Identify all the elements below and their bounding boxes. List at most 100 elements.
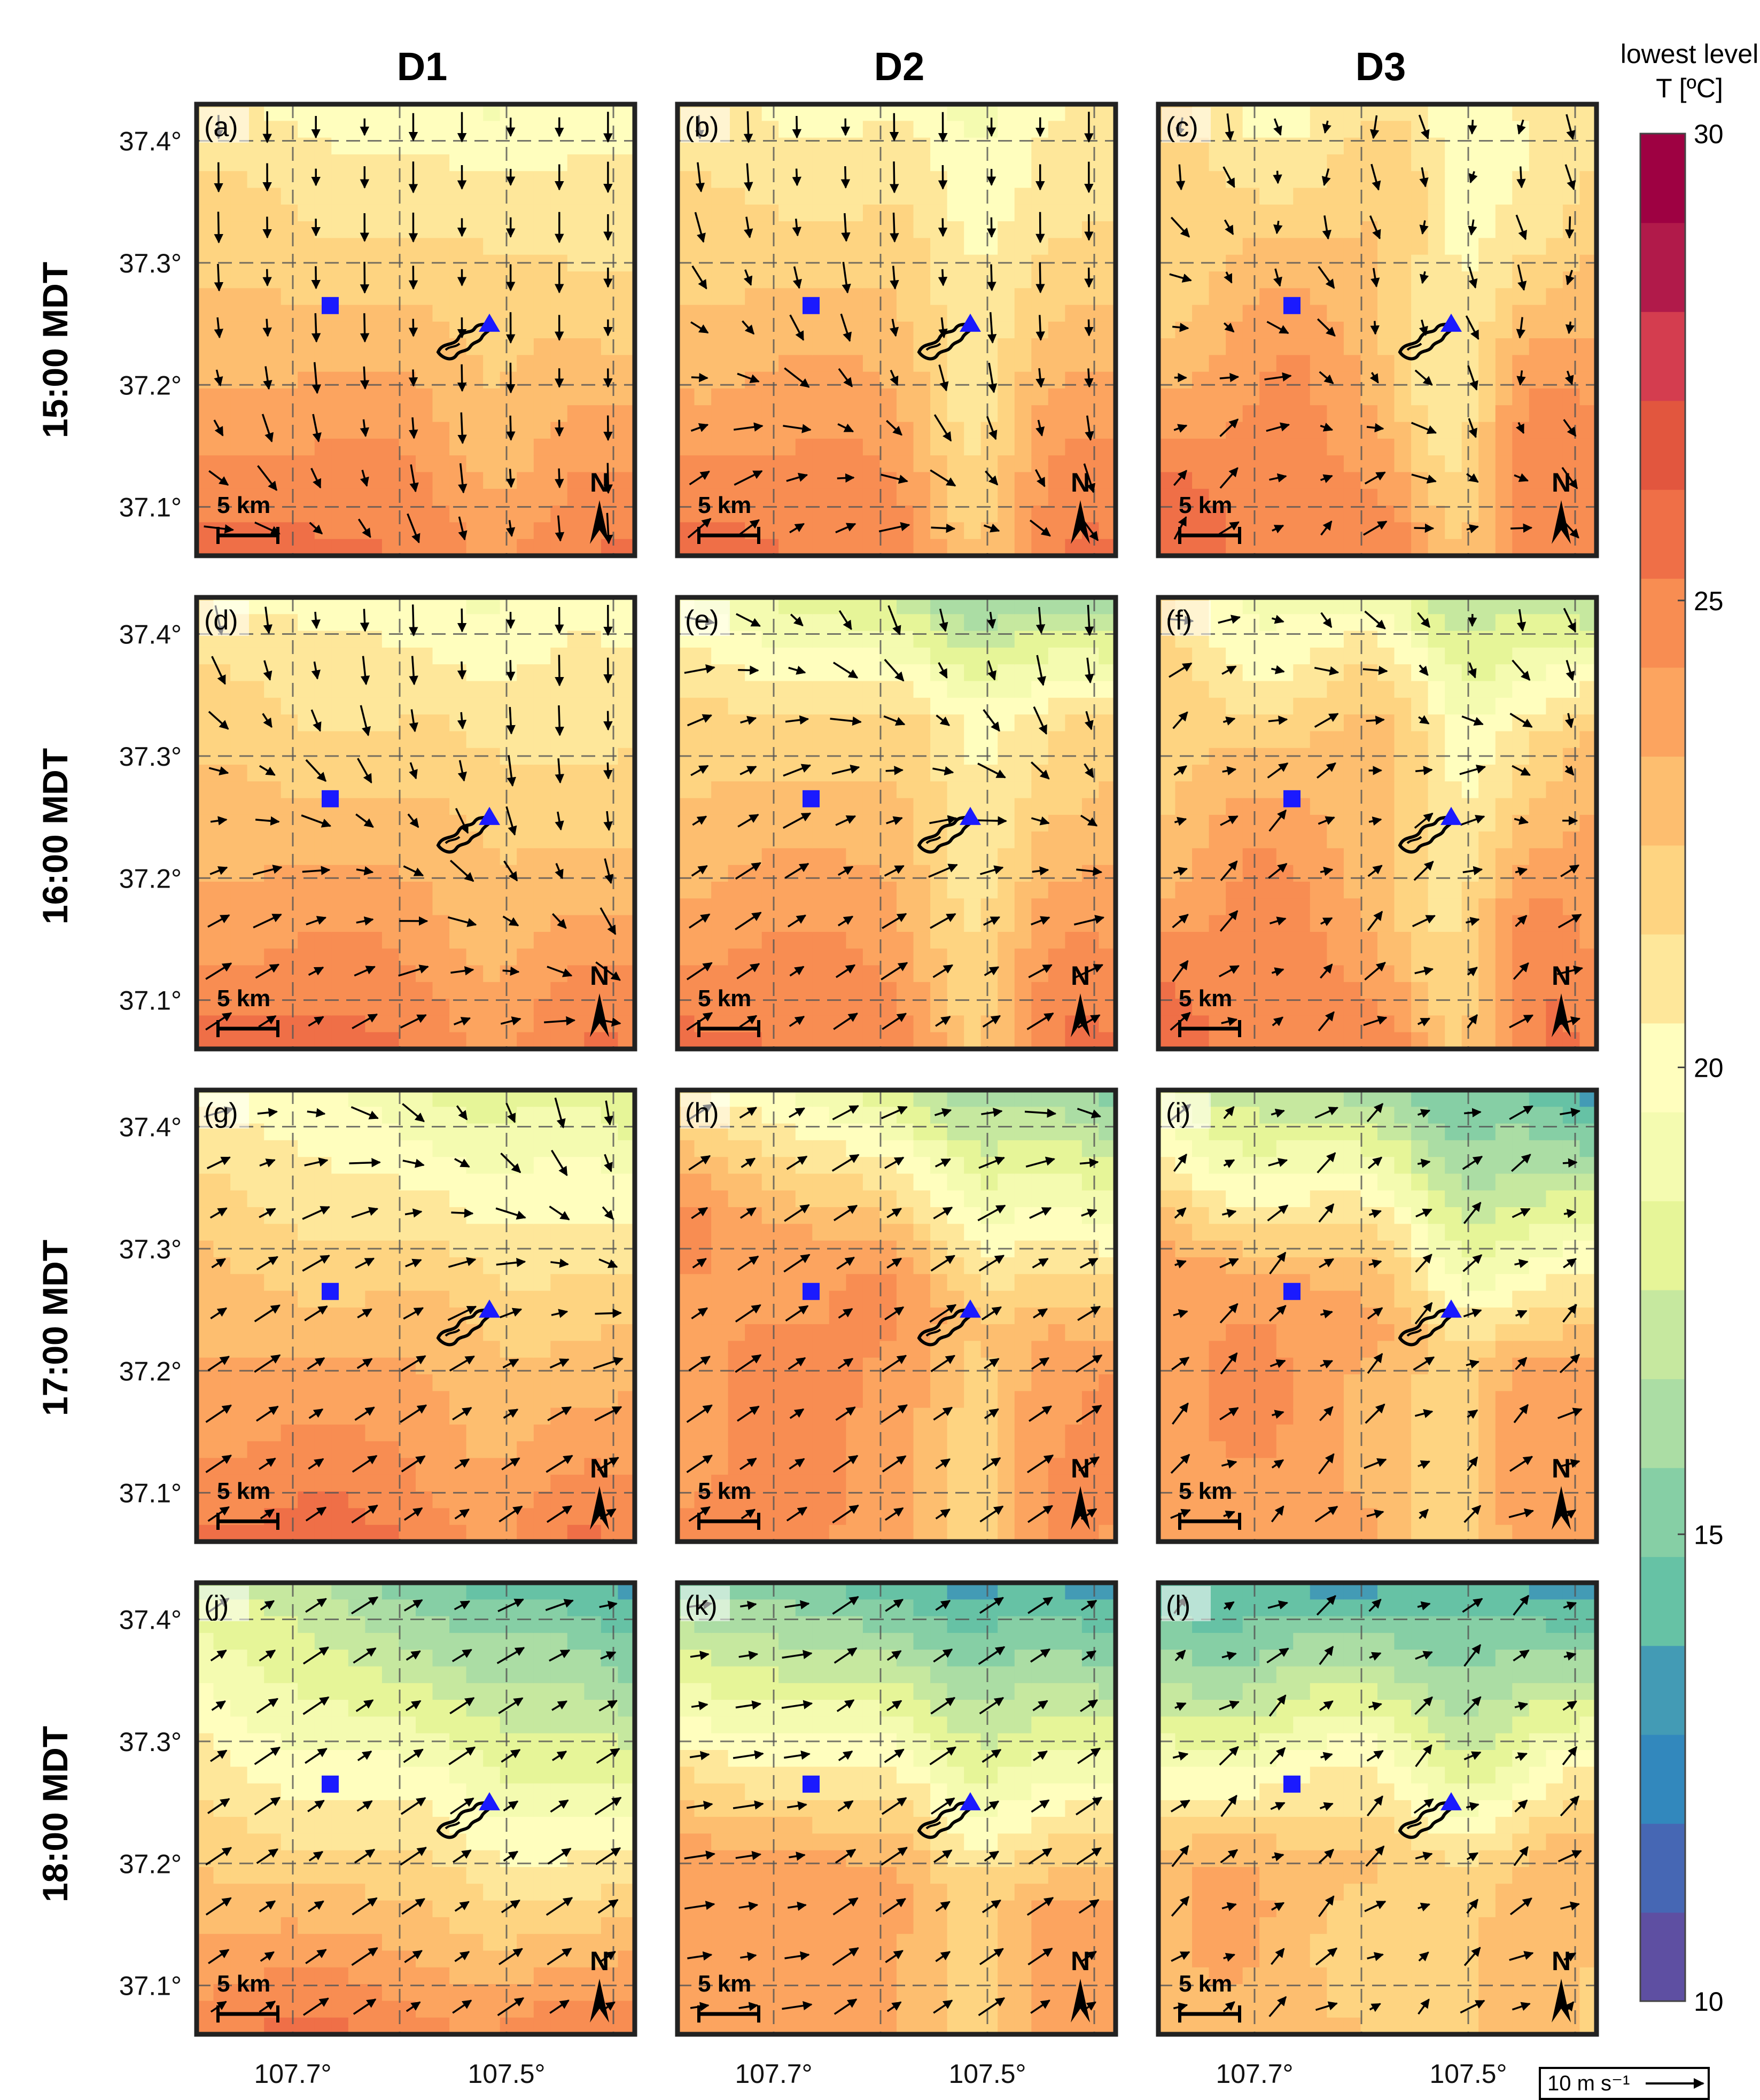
temperature-cell [694, 355, 712, 372]
temperature-cell [365, 915, 383, 932]
temperature-cell [264, 1173, 282, 1191]
temperature-cell [1343, 438, 1361, 456]
temperature-cell [761, 731, 780, 749]
temperature-cell [1242, 1015, 1260, 1033]
temperature-cell [348, 438, 366, 456]
temperature-cell [879, 405, 897, 423]
temperature-cell [812, 188, 830, 205]
temperature-cell [930, 697, 948, 715]
temperature-cell [1081, 388, 1100, 406]
temperature-cell [1495, 882, 1513, 899]
temperature-cell [247, 271, 265, 289]
wind-vector [931, 523, 956, 533]
temperature-cell [1445, 898, 1462, 916]
temperature-cell [1192, 781, 1210, 799]
temperature-cell [1495, 455, 1513, 473]
wind-vectors [687, 111, 1099, 541]
temperature-cell [711, 455, 729, 473]
temperature-cell [584, 188, 602, 205]
temperature-cell [517, 915, 534, 932]
temperature-cell [1209, 882, 1227, 899]
temperature-cell [533, 614, 551, 632]
temperature-cell [517, 931, 534, 950]
temperature-cell [601, 238, 619, 255]
temperature-cell [913, 814, 931, 833]
temperature-cell [533, 731, 551, 749]
temperature-cell [213, 154, 231, 172]
temperature-cell [745, 321, 762, 339]
temperature-cell [466, 597, 484, 615]
temperature-cell [998, 697, 1015, 715]
temperature-cell [1394, 965, 1412, 983]
temperature-cell [728, 305, 746, 322]
temperature-cell [711, 472, 729, 489]
temperature-cell [1327, 999, 1344, 1016]
temperature-cell [1394, 614, 1412, 632]
temperature-cell [197, 188, 214, 205]
temperature-cell [1343, 488, 1361, 507]
temperature-cell [1158, 999, 1176, 1016]
temperature-cell [1276, 965, 1294, 983]
temperature-cell [348, 597, 366, 615]
temperature-cell [281, 188, 299, 205]
temperature-cell [567, 948, 585, 966]
temperature-cell [281, 221, 299, 239]
temperature-cell [483, 472, 501, 489]
temperature-cell [795, 999, 813, 1016]
temperature-cell [1209, 305, 1227, 322]
temperature-cell [862, 1015, 881, 1033]
temperature-cell [197, 1224, 214, 1241]
temperature-cell [1343, 288, 1361, 306]
temperature-cell [1209, 371, 1227, 389]
temperature-cell [1445, 982, 1462, 1000]
temperature-cell [980, 288, 999, 306]
temperature-cell [197, 831, 214, 849]
temperature-cell [247, 305, 265, 322]
temperature-cell [432, 288, 450, 306]
temperature-cell [1048, 647, 1066, 665]
temperature-cell [331, 154, 349, 172]
temperature-cell [314, 982, 332, 1000]
temperature-cell [348, 104, 366, 122]
temperature-cell [1343, 188, 1361, 205]
temperature-cell [1360, 422, 1378, 439]
temperature-cell [500, 455, 518, 473]
temperature-cell [432, 405, 450, 423]
temperature-cell [517, 614, 534, 632]
temperature-cell [1293, 814, 1311, 833]
temperature-cell [1081, 681, 1100, 698]
temperature-cell [694, 438, 712, 456]
temperature-cell [381, 765, 400, 782]
temperature-cell [998, 171, 1015, 189]
temperature-cell [1293, 321, 1311, 339]
temperature-cell [1310, 321, 1328, 339]
temperature-cell [1310, 664, 1328, 682]
temperature-cell [331, 405, 349, 423]
temperature-cell [947, 697, 965, 715]
temperature-cell [677, 765, 695, 782]
temperature-cell [897, 405, 914, 423]
temperature-cell [1276, 188, 1294, 205]
temperature-cell [416, 288, 433, 306]
temperature-cell [550, 488, 568, 507]
temperature-cell [213, 204, 231, 222]
temperature-cell [1478, 238, 1496, 255]
temperature-cell [812, 271, 830, 289]
temperature-cell [264, 714, 282, 732]
temperature-cell [1031, 882, 1049, 899]
temperature-cell [913, 1015, 931, 1033]
temperature-cell [1031, 405, 1049, 423]
column-title-d2: D2 [874, 44, 925, 89]
temperature-cell [1014, 931, 1032, 950]
temperature-cell [1495, 848, 1513, 866]
temperature-cell [879, 781, 897, 799]
temperature-cell [1081, 781, 1100, 799]
temperature-cell [1327, 455, 1344, 473]
wind-vector [311, 362, 322, 394]
temperature-cell [1546, 355, 1563, 372]
temperature-cell [432, 539, 450, 556]
temperature-cell [1461, 597, 1479, 615]
temperature-cell [1310, 597, 1328, 615]
temperature-cell [761, 848, 780, 866]
temperature-cell [711, 305, 729, 322]
